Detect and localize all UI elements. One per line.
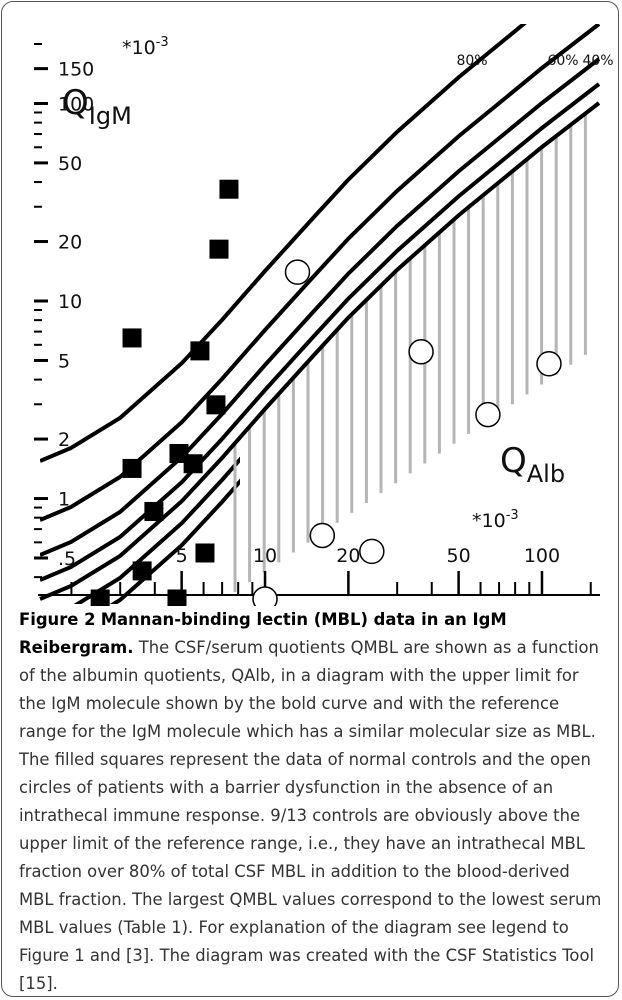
y-tick-label: .5 bbox=[58, 548, 76, 570]
control-point bbox=[183, 454, 203, 474]
y-tick-label: 10 bbox=[58, 291, 82, 313]
y-unit-sup: -3 bbox=[156, 35, 169, 50]
control-point bbox=[209, 239, 229, 259]
upper-limit-curve bbox=[39, 101, 601, 601]
y-unit-text: *10 bbox=[122, 37, 156, 59]
line-label: 60% bbox=[547, 53, 578, 69]
x-label-text: Q bbox=[500, 441, 527, 481]
x-tick-label: 20 bbox=[336, 545, 360, 567]
y-tick-label: 1 bbox=[58, 489, 70, 511]
patient-point bbox=[408, 339, 434, 365]
control-point bbox=[122, 328, 142, 348]
control-point bbox=[190, 341, 210, 361]
patient-point bbox=[359, 538, 385, 565]
control-point bbox=[167, 589, 187, 606]
control-point bbox=[132, 561, 152, 581]
patient-point bbox=[536, 351, 562, 377]
x-label: QAlb bbox=[500, 441, 565, 488]
control-point bbox=[90, 589, 110, 606]
control-point bbox=[144, 501, 164, 521]
x-label-sub: Alb bbox=[527, 460, 565, 488]
axes: .5 1 2 5 10 20 50 100 150 5 10 20 50 100 bbox=[34, 42, 592, 595]
y-label-sub: IgM bbox=[89, 102, 132, 130]
y-tick-label: 5 bbox=[58, 350, 70, 372]
x-tick-label: 50 bbox=[447, 545, 471, 567]
x-tick-label: 5 bbox=[176, 545, 188, 567]
line-label: 80% bbox=[456, 53, 487, 69]
y-tick-label: 20 bbox=[58, 232, 82, 254]
patient-point bbox=[252, 586, 278, 606]
caption-title: Mannan-binding lectin (MBL) data in an I… bbox=[19, 610, 507, 657]
patient-point bbox=[475, 401, 501, 428]
y-label-text: Q bbox=[62, 83, 89, 123]
patient-point bbox=[309, 522, 336, 549]
caption: Figure 2 Mannan-binding lectin (MBL) dat… bbox=[19, 606, 609, 996]
y-tick-label: 150 bbox=[58, 59, 94, 81]
caption-text: The CSF/serum quotients QMBL are shown a… bbox=[19, 638, 602, 993]
control-point bbox=[219, 179, 239, 199]
x-unit: *10-3 bbox=[472, 508, 519, 532]
y-tick-label: 100 bbox=[58, 93, 94, 115]
y-label: QIgM bbox=[62, 83, 132, 130]
patient-point bbox=[284, 259, 311, 285]
x-tick-label: 10 bbox=[253, 545, 277, 567]
x-tick-label: 100 bbox=[524, 545, 560, 567]
x-unit-sup: -3 bbox=[506, 508, 519, 523]
y-tick-label: 50 bbox=[58, 153, 82, 175]
data-points bbox=[90, 179, 562, 606]
y-unit: *10-3 bbox=[122, 35, 169, 59]
line-label: 40% bbox=[582, 53, 613, 69]
control-point bbox=[122, 458, 142, 478]
caption-label: Figure 2 bbox=[19, 610, 96, 629]
control-point bbox=[206, 395, 226, 415]
x-unit-text: *10 bbox=[472, 510, 506, 532]
control-point bbox=[195, 543, 215, 563]
y-tick-label: 2 bbox=[58, 429, 70, 451]
